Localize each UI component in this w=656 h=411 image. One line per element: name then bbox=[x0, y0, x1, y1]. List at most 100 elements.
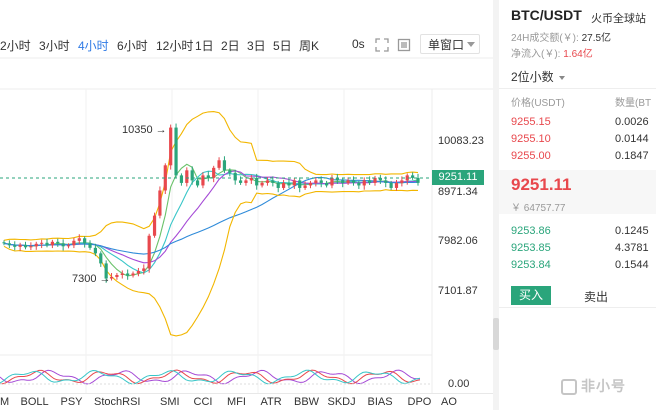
last-price-tag: 9251.11 bbox=[432, 170, 484, 185]
candle-body bbox=[142, 268, 146, 271]
moving-average-line bbox=[3, 170, 418, 274]
indicator-tab[interactable]: StochRSI bbox=[94, 396, 141, 408]
price: 9255.00 bbox=[511, 150, 551, 162]
candle-body bbox=[34, 243, 38, 247]
candle-body bbox=[287, 182, 291, 186]
exchange-name[interactable]: 火币全球站 bbox=[591, 13, 646, 25]
y-tick-label: 7101.87 bbox=[438, 285, 478, 297]
chevron-down-icon bbox=[467, 42, 475, 47]
candle-body bbox=[18, 244, 22, 247]
candle-body bbox=[228, 170, 232, 173]
candle-body bbox=[271, 180, 275, 183]
buy-button[interactable]: 买入 bbox=[511, 286, 551, 305]
indicator-tab[interactable]: PSY bbox=[60, 396, 83, 408]
indicator-tab[interactable]: M bbox=[0, 396, 10, 408]
candle-body bbox=[83, 238, 87, 244]
indicator-tab[interactable]: BBW bbox=[294, 396, 320, 408]
divider bbox=[499, 307, 656, 308]
candle-body bbox=[152, 215, 157, 236]
quantity: 0.1847 bbox=[615, 150, 649, 162]
oscillator-line bbox=[0, 369, 420, 385]
indicator-tab[interactable]: BOLL bbox=[20, 396, 49, 408]
period-tab[interactable]: 12小时 bbox=[156, 39, 194, 53]
quantity: 4.3781 bbox=[615, 242, 649, 254]
indicator-bar: M BOLL PSY StochRSI SMI CCI MFI ATR BBW SKDJ BIAS D… bbox=[0, 393, 493, 411]
candle-body bbox=[238, 180, 243, 183]
fullscreen-icon[interactable] bbox=[375, 38, 389, 52]
indicator-tab[interactable]: CCI bbox=[193, 396, 213, 408]
indicator-tab[interactable]: BIAS bbox=[367, 396, 393, 408]
candlestick-chart[interactable] bbox=[0, 0, 493, 393]
window-mode-select[interactable]: 单窗口 bbox=[420, 34, 480, 54]
candle-body bbox=[13, 245, 17, 247]
ask-row[interactable]: 9255.10 0.0144 bbox=[499, 131, 656, 147]
period-tab[interactable]: 5日 bbox=[273, 39, 292, 53]
price: 9255.15 bbox=[511, 116, 551, 128]
candle-body bbox=[335, 177, 339, 181]
candle-body bbox=[93, 247, 98, 254]
zoom-label[interactable]: 0s bbox=[352, 37, 365, 51]
bid-row[interactable]: 9253.84 0.1544 bbox=[499, 257, 656, 273]
candle-body bbox=[346, 180, 350, 183]
indicator-tab[interactable]: SMI bbox=[160, 396, 180, 408]
quantity: 0.0026 bbox=[615, 116, 649, 128]
indicator-tab[interactable]: MFI bbox=[227, 396, 246, 408]
candle-body bbox=[185, 170, 189, 183]
candle-body bbox=[45, 242, 49, 246]
candle-body bbox=[303, 185, 307, 188]
indicator-tab[interactable]: DPO bbox=[407, 396, 432, 408]
candle-body bbox=[104, 263, 108, 279]
candle-body bbox=[99, 253, 103, 264]
moving-average-line bbox=[3, 163, 419, 277]
candle-body bbox=[292, 180, 296, 186]
candle-body bbox=[373, 177, 377, 183]
candle-body bbox=[136, 270, 141, 274]
candle-body bbox=[56, 241, 60, 244]
bid-row[interactable]: 9253.86 0.1245 bbox=[499, 223, 656, 239]
candle-body bbox=[378, 177, 382, 181]
candle-body bbox=[330, 177, 334, 186]
brand-logo-icon bbox=[561, 379, 577, 396]
layout-icon[interactable] bbox=[397, 38, 411, 52]
period-tab[interactable]: 3小时 bbox=[39, 39, 70, 53]
candle-body bbox=[206, 175, 210, 178]
price: 9253.86 bbox=[511, 225, 551, 237]
indicator-tab[interactable]: SKDJ bbox=[327, 396, 356, 408]
candle-body bbox=[23, 244, 28, 248]
moving-average-line bbox=[3, 170, 418, 264]
indicator-tab[interactable]: AO bbox=[441, 396, 457, 408]
period-tab[interactable]: 2日 bbox=[221, 39, 240, 53]
period-tab[interactable]: 4小时 bbox=[78, 39, 109, 53]
candle-body bbox=[40, 242, 44, 244]
candle-body bbox=[308, 182, 313, 186]
low-annotation: 7300 → bbox=[72, 273, 111, 285]
bid-row[interactable]: 9253.85 4.3781 bbox=[499, 240, 656, 256]
candle-body bbox=[212, 167, 216, 178]
ask-row[interactable]: 9255.15 0.0026 bbox=[499, 114, 656, 130]
candle-body bbox=[126, 273, 130, 276]
period-toolbar: 2小时 3小时 4小时 6小时 12小时 1日 2日 3日 5日 周K 0s 单窗口 bbox=[0, 30, 493, 58]
candle-body bbox=[77, 238, 81, 241]
candle-body bbox=[61, 243, 65, 247]
candle-body bbox=[131, 273, 135, 276]
bollinger-band-upper bbox=[3, 111, 419, 241]
oscillator-axis-label: 0.00 bbox=[448, 378, 470, 390]
sell-button[interactable]: 卖出 bbox=[584, 290, 609, 304]
last-price: 9251.11 bbox=[511, 175, 572, 194]
period-tab[interactable]: 2小时 bbox=[0, 39, 31, 53]
panel-splitter[interactable] bbox=[493, 0, 499, 410]
price: 9253.85 bbox=[511, 242, 551, 254]
period-tab[interactable]: 1日 bbox=[195, 39, 214, 53]
ask-row[interactable]: 9255.00 0.1847 bbox=[499, 148, 656, 164]
candle-body bbox=[66, 245, 71, 247]
candle-body bbox=[281, 182, 286, 188]
period-tab[interactable]: 3日 bbox=[247, 39, 266, 53]
precision-select[interactable]: 2位小数 bbox=[511, 68, 565, 85]
y-tick-label: 8971.34 bbox=[438, 186, 478, 198]
indicator-tab[interactable]: ATR bbox=[260, 396, 282, 408]
period-tab[interactable]: 6小时 bbox=[117, 39, 148, 53]
high-annotation: 10350 → bbox=[122, 124, 167, 136]
splitter-handle[interactable] bbox=[493, 318, 499, 350]
period-tab[interactable]: 周K bbox=[299, 39, 320, 53]
candle-body bbox=[324, 182, 329, 186]
